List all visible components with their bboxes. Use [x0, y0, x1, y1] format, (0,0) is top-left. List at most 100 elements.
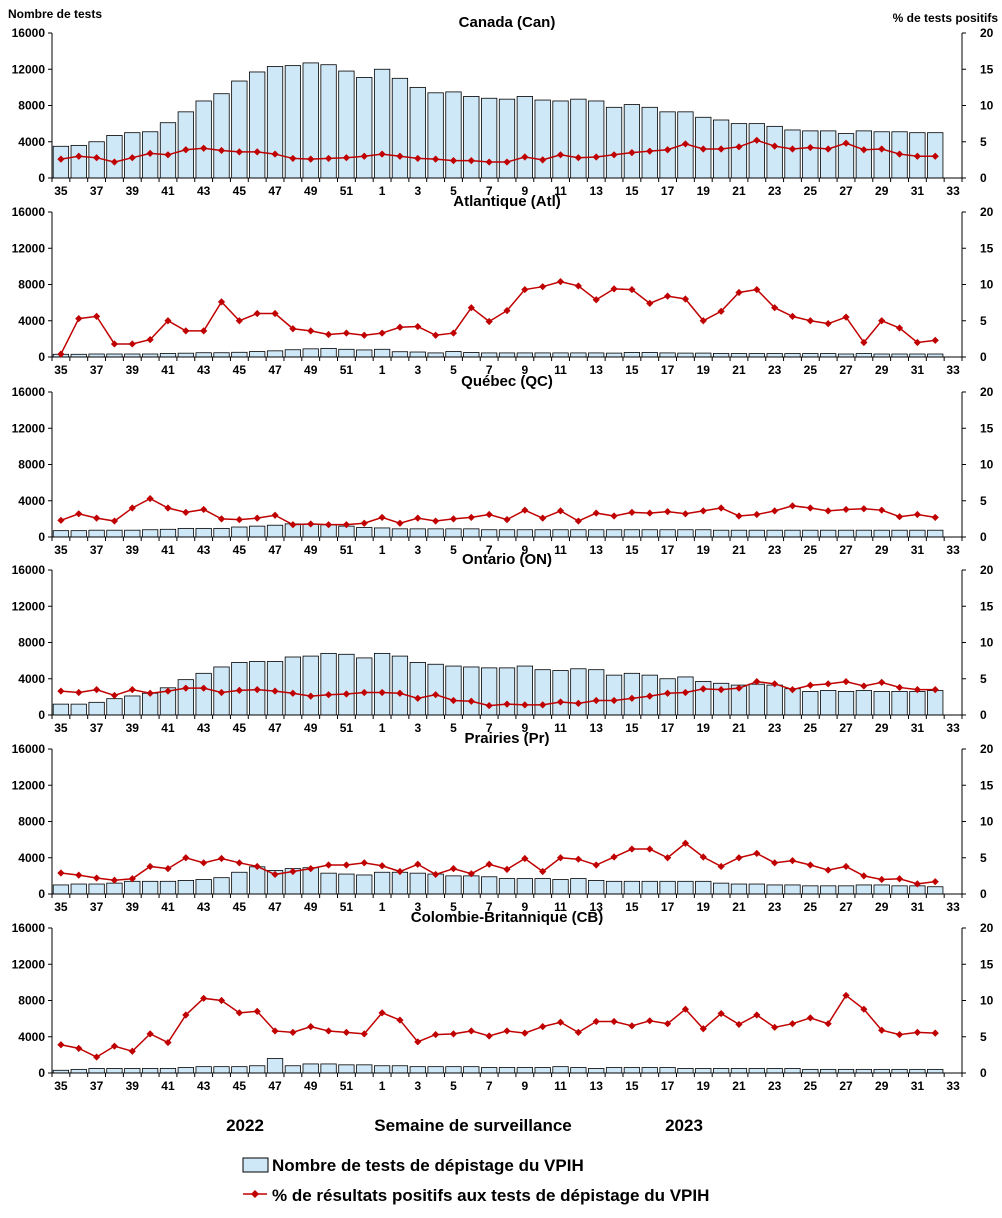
x-tick-label: 7 [486, 363, 493, 377]
line-point [913, 510, 921, 519]
x-tick-label: 9 [521, 184, 528, 198]
x-tick-label: 49 [304, 900, 318, 914]
x-tick-label: 27 [839, 363, 853, 377]
bar-tests [463, 528, 480, 538]
legend-bar-label: Nombre de tests de dépistage du VPIH [272, 1156, 584, 1175]
bar-tests [498, 98, 516, 179]
bar-tests [356, 1064, 373, 1074]
bar-tests [445, 665, 462, 716]
line-point [735, 512, 743, 520]
x-tick-label: 17 [661, 363, 675, 377]
bar-tests [284, 1065, 302, 1074]
bar-tests [516, 529, 533, 538]
y-right-tick-label: 15 [980, 241, 994, 255]
bar-tests [481, 876, 498, 895]
y-left-tick-label: 8000 [18, 278, 45, 292]
line-point [271, 1027, 279, 1035]
line-point [396, 867, 404, 876]
line-point [182, 508, 190, 516]
x-tick-label: 35 [54, 900, 68, 914]
line-point [271, 687, 279, 695]
bar-tests [837, 885, 855, 895]
bar-tests [70, 530, 87, 538]
bar-tests [659, 111, 676, 179]
line-point [788, 686, 797, 694]
x-tick-label: 23 [768, 363, 782, 377]
line-point [628, 149, 636, 157]
line-point [931, 513, 939, 522]
bar-tests [249, 351, 266, 358]
bar-tests [213, 877, 230, 895]
line-point [521, 285, 529, 294]
line-point [396, 323, 404, 331]
bar-tests [302, 348, 319, 358]
bar-tests [177, 880, 194, 895]
bar-tests [605, 106, 623, 179]
line-point [806, 143, 814, 152]
x-tick-label: 15 [625, 1079, 639, 1093]
panel-title: Québec (QC) [461, 373, 553, 390]
bar-tests [802, 1068, 819, 1074]
bar-tests [409, 1066, 426, 1074]
line-point [931, 336, 939, 344]
line-point [574, 699, 582, 707]
line-point [57, 687, 65, 695]
x-tick-label: 21 [732, 900, 746, 914]
bar-tests [677, 1068, 694, 1074]
x-tick-label: 13 [590, 900, 604, 914]
bar-tests [820, 690, 837, 716]
x-tick-label: 41 [161, 363, 175, 377]
line-point [342, 154, 351, 162]
line-point [735, 684, 743, 692]
bar-tests [909, 691, 926, 716]
x-tick-label: 25 [804, 1079, 818, 1093]
x-tick-label: 41 [161, 543, 175, 557]
line-point [200, 994, 208, 1002]
line-point [110, 340, 119, 348]
line-point [467, 1027, 475, 1035]
x-tick-label: 31 [911, 721, 925, 735]
bar-tests [820, 529, 837, 538]
bar-tests [106, 529, 123, 538]
bar-tests [516, 96, 533, 179]
bar-tests [249, 525, 266, 538]
bar-tests [802, 885, 819, 895]
line-point [735, 143, 743, 151]
bar-tests [855, 529, 872, 538]
bar-tests [552, 1066, 569, 1074]
line-point [57, 155, 65, 163]
x-tick-label: 45 [233, 543, 247, 557]
bar-tests [873, 131, 890, 179]
bar-tests [605, 880, 623, 895]
x-tick-label: 13 [590, 1079, 604, 1093]
bar-tests [570, 878, 587, 895]
legend-line-marker [251, 1190, 259, 1198]
x-tick-label: 5 [450, 363, 457, 377]
line-point [57, 1041, 65, 1049]
x-tick-label: 45 [233, 363, 247, 377]
bar-tests [177, 352, 194, 358]
bar-tests [159, 122, 177, 179]
line-point [57, 350, 65, 358]
x-tick-label: 19 [697, 1079, 711, 1093]
line-point [271, 511, 279, 519]
x-axis-title: Semaine de surveillance [374, 1116, 572, 1135]
bar-tests [837, 1068, 855, 1074]
line-point [913, 152, 921, 160]
line-point [467, 304, 475, 312]
bar-tests [677, 880, 694, 895]
line-point [610, 151, 618, 159]
bar-tests [534, 1067, 551, 1074]
x-tick-label: 31 [911, 543, 925, 557]
bar-tests [88, 883, 105, 895]
bar-tests [748, 123, 765, 179]
line-point [235, 859, 243, 867]
line-point [271, 150, 279, 158]
line-point [200, 144, 208, 152]
line-point [717, 307, 725, 315]
bar-tests [891, 529, 908, 538]
line-point [574, 1028, 582, 1036]
y-left-axis-title: Nombre de tests [8, 7, 102, 21]
line-point [646, 509, 654, 517]
bar-tests [159, 353, 177, 358]
